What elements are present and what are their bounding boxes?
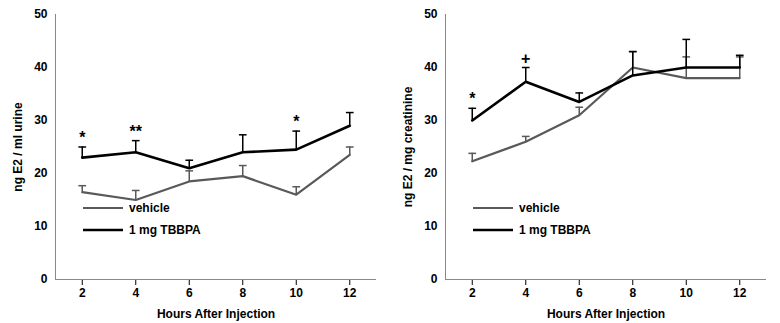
- svg-text:10: 10: [290, 286, 304, 300]
- svg-text:6: 6: [186, 286, 193, 300]
- svg-text:20: 20: [34, 166, 48, 180]
- svg-text:12: 12: [343, 286, 357, 300]
- svg-text:10: 10: [34, 219, 48, 233]
- svg-text:30: 30: [424, 113, 438, 127]
- svg-text:+: +: [521, 50, 530, 67]
- svg-text:0: 0: [431, 272, 438, 286]
- svg-text:50: 50: [424, 7, 438, 21]
- svg-text:4: 4: [132, 286, 139, 300]
- svg-text:2: 2: [79, 286, 86, 300]
- html-text:1 mg TBBPA: 1 mg TBBPA: [129, 223, 201, 237]
- svg-text:*: *: [293, 113, 300, 130]
- svg-text:30: 30: [34, 113, 48, 127]
- svg-text:**: **: [130, 123, 143, 140]
- svg-text:50: 50: [34, 7, 48, 21]
- svg-text:40: 40: [424, 60, 438, 74]
- svg-text:ng E2 / ml urine: ng E2 / ml urine: [11, 102, 25, 192]
- svg-text:*: *: [469, 90, 476, 107]
- svg-text:20: 20: [424, 166, 438, 180]
- html-text:1 mg TBBPA: 1 mg TBBPA: [519, 223, 591, 237]
- html-text:vehicle: vehicle: [519, 201, 560, 215]
- svg-text:8: 8: [629, 286, 636, 300]
- svg-text:12: 12: [733, 286, 747, 300]
- html-text:vehicle: vehicle: [129, 201, 170, 215]
- svg-text:6: 6: [576, 286, 583, 300]
- svg-text:8: 8: [239, 286, 246, 300]
- svg-text:40: 40: [34, 60, 48, 74]
- svg-text:Hours After Injection: Hours After Injection: [157, 307, 275, 321]
- svg-text:Hours After Injection: Hours After Injection: [547, 307, 665, 321]
- svg-text:ng E2 / mg creatinine: ng E2 / mg creatinine: [401, 86, 415, 207]
- svg-text:4: 4: [522, 286, 529, 300]
- svg-text:2: 2: [469, 286, 476, 300]
- svg-text:0: 0: [41, 272, 48, 286]
- svg-text:*: *: [79, 129, 86, 146]
- svg-text:10: 10: [680, 286, 694, 300]
- svg-text:10: 10: [424, 219, 438, 233]
